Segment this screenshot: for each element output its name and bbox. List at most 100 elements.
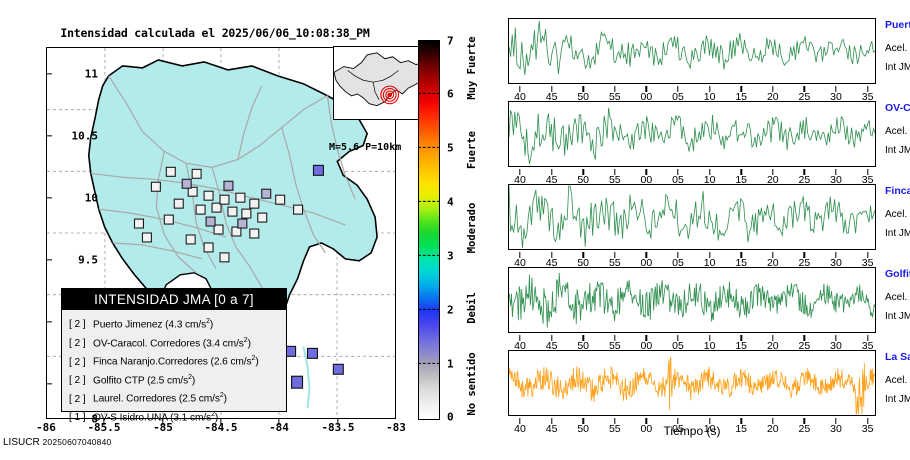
xtick-mark xyxy=(582,252,584,258)
river xyxy=(302,346,311,409)
inset-locator-map[interactable] xyxy=(333,46,423,120)
map-ytick-10: 10 xyxy=(84,191,98,205)
xtick-mark xyxy=(835,86,837,92)
xtick-mark xyxy=(645,86,648,92)
xtick-mark xyxy=(677,252,679,258)
station-peak-accel-2: Acel. Max. 1.6 xyxy=(885,126,910,137)
legend-level: [ 1 ] xyxy=(69,412,86,424)
xtick-label: 40 xyxy=(514,257,526,269)
xtick-label: 40 xyxy=(514,423,526,435)
colorbar-value-3: 3 xyxy=(447,249,454,263)
legend-level: [ 2 ] xyxy=(69,319,86,331)
seismogram-trace-4[interactable] xyxy=(508,267,876,333)
xtick-mark xyxy=(708,252,711,258)
xtick-mark xyxy=(803,86,806,92)
xtick-mark xyxy=(645,335,648,341)
xtick-label: 45 xyxy=(545,174,558,186)
xtick-mark xyxy=(519,86,521,92)
xtick-label: 45 xyxy=(545,91,558,103)
xtick-label: 30 xyxy=(830,423,842,435)
xtick-label: 15 xyxy=(735,91,748,103)
colorbar-tick xyxy=(418,146,440,149)
seismogram-trace-3[interactable] xyxy=(508,184,876,250)
xtick-mark xyxy=(614,252,616,258)
source-label: LISUCR xyxy=(3,437,40,448)
xtick-label: 10 xyxy=(703,91,716,103)
legend-level: [ 2 ] xyxy=(69,393,86,405)
station-name-1: Puerto Jimenez xyxy=(885,19,910,31)
legend-tail: ) xyxy=(255,356,259,368)
xtick-label: 25 xyxy=(798,257,811,269)
xtick-mark xyxy=(835,418,837,424)
colorbar-value-2: 2 xyxy=(447,303,454,317)
xtick-mark xyxy=(803,335,806,341)
xtick-label: 00 xyxy=(640,423,653,435)
legend-level: [ 2 ] xyxy=(69,337,86,349)
xtick-label: 05 xyxy=(672,423,684,435)
xtick-mark xyxy=(550,252,553,258)
station-peak-accel-1: Acel. Max. 1.6 xyxy=(885,43,910,54)
xtick-label: 50 xyxy=(577,91,590,103)
xtick-label: 20 xyxy=(766,340,779,352)
map-ytick-mark xyxy=(46,73,52,75)
xtick-label: 35 xyxy=(861,423,874,435)
colorbar-value-6: 6 xyxy=(447,87,454,101)
colorbar-tick xyxy=(418,308,440,311)
station-jma-intensity-3: Int JMA: 2 xyxy=(885,228,910,239)
legend-unit-exp: 2 xyxy=(188,373,192,381)
xtick-label: 20 xyxy=(766,174,779,186)
legend-station: Laurel. Corredores (2.5 cm/s xyxy=(93,393,220,405)
xtick-label: 00 xyxy=(640,340,653,352)
station-jma-intensity-2: Int JMA: 2 xyxy=(885,145,910,156)
seismogram-trace-1[interactable] xyxy=(508,18,876,84)
xtick-mark xyxy=(645,169,648,175)
colorbar-tick xyxy=(418,254,440,257)
colorbar-label-fuerte: Fuerte xyxy=(466,131,478,169)
xtick-label: 05 xyxy=(672,91,684,103)
seismogram-xaxis-1: 40 45 50 55 00 05 10 15 20 25 30 35 xyxy=(508,86,876,104)
xtick-mark xyxy=(866,169,869,175)
map-ytick-8: 8 xyxy=(91,412,98,426)
legend-unit-exp: 2 xyxy=(243,336,248,344)
map-ytick-11: 11 xyxy=(84,67,98,81)
xtick-mark xyxy=(582,169,584,175)
station-jma-intensity-1: Int JMA: 2 xyxy=(885,62,910,73)
seismogram-trace-2[interactable] xyxy=(508,101,876,167)
xtick-label: 25 xyxy=(798,174,811,186)
xtick-mark xyxy=(645,252,648,258)
map-ytick-mark xyxy=(46,383,52,385)
xtick-label: 05 xyxy=(672,257,684,269)
legend-unit-exp: 2 xyxy=(251,355,256,363)
xtick-label: 35 xyxy=(861,257,874,269)
legend-station: OV-S Isidro.UNA (3.1 cm/s xyxy=(93,412,212,424)
legend-item: [ 2 ] Laurel. Corredores (2.5 cm/s2) xyxy=(69,388,286,407)
xtick-mark xyxy=(866,86,869,92)
colorbar-value-5: 5 xyxy=(447,141,454,155)
station-jma-intensity-5: Int JMA: 0 xyxy=(885,394,910,405)
legend-station: OV-Caracol. Corredores (3.4 cm/s xyxy=(93,337,244,349)
costa-rica-landmass xyxy=(87,59,378,336)
xtick-mark xyxy=(550,169,553,175)
station-peak-accel-3: Acel. Max. 1.6 xyxy=(885,209,910,220)
seismogram-trace-5[interactable] xyxy=(508,350,876,416)
xtick-label: 45 xyxy=(545,340,558,352)
colorbar-value-7: 7 xyxy=(447,34,454,48)
xtick-mark xyxy=(740,252,742,258)
legend-item: [ 1 ] OV-S Isidro.UNA (3.1 cm/s2) xyxy=(69,407,286,426)
page-title: Intensidad calculada el 2025/06/06_10:08… xyxy=(60,26,370,40)
map-ytick-mark xyxy=(46,259,52,261)
xtick-mark xyxy=(803,252,806,258)
xtick-label: 30 xyxy=(830,257,842,269)
seismogram-xaxis-5: 40 45 50 55 00 05 10 15 20 25 30 35 xyxy=(508,418,876,436)
legend-station: Golfito CTP (2.5 cm/s xyxy=(93,375,189,387)
xtick-mark xyxy=(550,418,553,424)
xtick-mark xyxy=(772,86,774,92)
xtick-mark xyxy=(677,418,679,424)
xtick-mark xyxy=(740,169,742,175)
map-xtick-mark xyxy=(278,419,280,425)
map-xtick-mark xyxy=(337,419,339,425)
legend-item: [ 2 ] Puerto Jimenez (4.3 cm/s2) xyxy=(69,314,286,333)
legend-tail: ) xyxy=(209,319,214,331)
xtick-mark xyxy=(614,169,616,175)
source-watermark: LISUCR 20250607040840 xyxy=(3,437,111,448)
